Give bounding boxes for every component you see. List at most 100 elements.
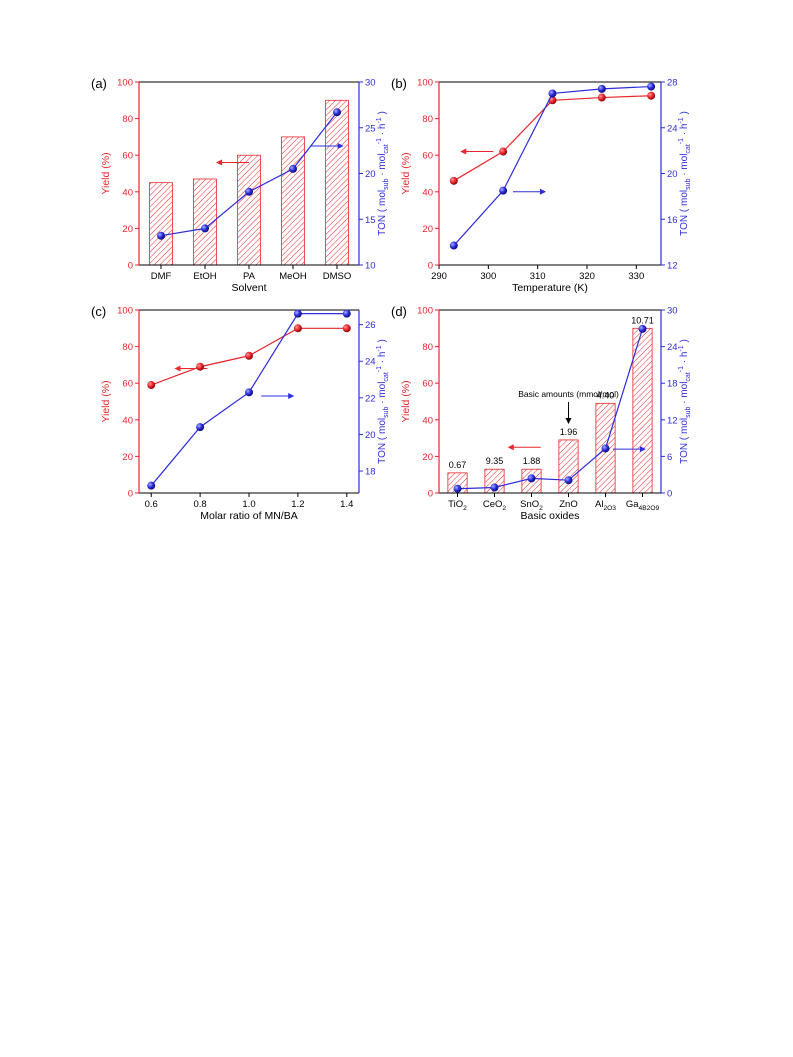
y2-tick-label: 18 [667,379,678,390]
y-tick-label: 20 [122,224,133,235]
y-tick-label: 0 [428,489,433,500]
ton-point [201,224,209,233]
panel-label: (b) [391,76,407,91]
axis-arrow-head [639,446,646,453]
x-tick-label: SnO2 [520,499,543,512]
bar-value-label: 1.96 [560,427,578,437]
ton-point [333,108,341,117]
x-tick-label: ZnO [559,499,577,510]
y2-axis-title: TON ( molsub · molcat-1 · h-1 ) [376,111,390,236]
axis-arrow-head [540,188,546,195]
axis-arrow-head [174,365,181,372]
y2-tick-label: 20 [667,169,678,180]
y2-tick-label: 30 [365,78,376,89]
yield-point [647,91,656,100]
y-axis-title: Yield (%) [100,152,112,194]
panel-label: (a) [91,76,107,91]
y2-tick-label: 24 [667,342,678,353]
y-tick-label: 80 [122,114,133,125]
x-tick-label: MeOH [279,271,307,282]
y-tick-label: 100 [117,78,133,89]
x-tick-label: EtOH [193,271,216,282]
y-tick-label: 60 [122,151,133,162]
y-tick-label: 20 [422,224,433,235]
panel-a: DMF EtOH PA MeOH DMSO 0 20 40 60 80 100 10 15 20 25 30 S… [91,76,390,294]
y2-tick-label: 25 [365,123,376,134]
ton-point [289,164,297,173]
y2-tick-label: 28 [667,78,678,89]
y-tick-label: 40 [122,187,133,198]
yield-point [293,324,302,333]
ton-line [150,313,347,487]
ton-point [548,89,557,98]
x-tick-label: PA [243,271,256,282]
yield-point [449,176,458,185]
y-tick-label: 80 [422,342,433,353]
ton-point [638,324,647,333]
y-tick-label: 100 [117,306,133,317]
y2-tick-label: 6 [667,452,672,463]
x-tick-label: 290 [431,271,447,282]
bar-value-label: 9.35 [486,456,504,466]
yield-point [597,93,606,102]
x-tick-label: DMF [151,271,172,282]
axis-arrow-head [288,393,295,400]
ton-point [449,241,458,250]
yield-point [245,351,253,360]
bar [281,136,305,266]
y-tick-label: 60 [422,379,433,390]
panel-b: 290 300 310 320 330 0 20 40 60 80 100 12 16 20 24 28 Tem… [391,76,692,294]
y2-tick-label: 26 [365,320,376,331]
y2-tick-label: 15 [365,215,376,226]
ton-point [245,388,253,397]
y-tick-label: 20 [422,452,433,463]
panel-d: TiO2 CeO2 SnO2 ZnO Al2O3 Ga4B2O90204060801000… [391,304,692,522]
y2-tick-label: 24 [365,357,376,368]
x-tick-label: DMSO [323,271,352,282]
x-tick-label: 330 [628,271,644,282]
x-tick-label: 310 [530,271,546,282]
ton-line [453,85,652,246]
ton-point [196,423,205,432]
y2-tick-label: 18 [365,467,376,478]
x-tick-label: 1.0 [242,499,255,510]
y-tick-label: 100 [417,306,433,317]
yield-point [147,381,156,390]
ton-point [453,484,462,493]
y-axis-title: Yield (%) [400,380,412,422]
yield-point [342,324,351,333]
bar [149,182,173,266]
y2-tick-label: 16 [667,215,678,226]
y-axis-title: Yield (%) [100,380,112,422]
y2-tick-label: 10 [365,261,376,272]
ton-point [564,476,573,485]
x-tick-label: 1.2 [291,499,304,510]
x-tick-label: 300 [480,271,496,282]
x-tick-label: 1.4 [340,499,353,510]
y-tick-label: 80 [122,342,133,353]
x-axis-title: Molar ratio of MN/BA [200,510,297,522]
bar [632,327,653,494]
ton-line [457,328,644,490]
y2-tick-label: 20 [365,169,376,180]
bar-value-label: 10.71 [631,315,654,325]
ton-point [527,474,536,483]
y2-axis-title: TON ( molsub · molcat-1 · h-1 ) [678,339,692,464]
axis-arrow-head [216,159,222,166]
y2-tick-label: 20 [365,430,376,441]
bar [237,154,261,266]
x-tick-label: Al2O3 [595,499,616,512]
x-tick-label: TiO2 [448,499,467,512]
panel-label: (c) [91,304,106,319]
y-tick-label: 60 [122,379,133,390]
y2-axis-title: TON ( molsub · molcat-1 · h-1 ) [376,339,390,464]
yield-point [196,362,205,371]
x-axis-title: Basic oxides [521,510,580,522]
x-tick-label: Ga4B2O9 [626,499,660,512]
yield-line [453,95,652,182]
ton-point [647,82,656,91]
x-axis-title: Solvent [231,282,266,294]
bar [558,439,579,494]
bar-value-label: 1.88 [523,456,541,466]
annotation-arrow-head [565,418,572,424]
